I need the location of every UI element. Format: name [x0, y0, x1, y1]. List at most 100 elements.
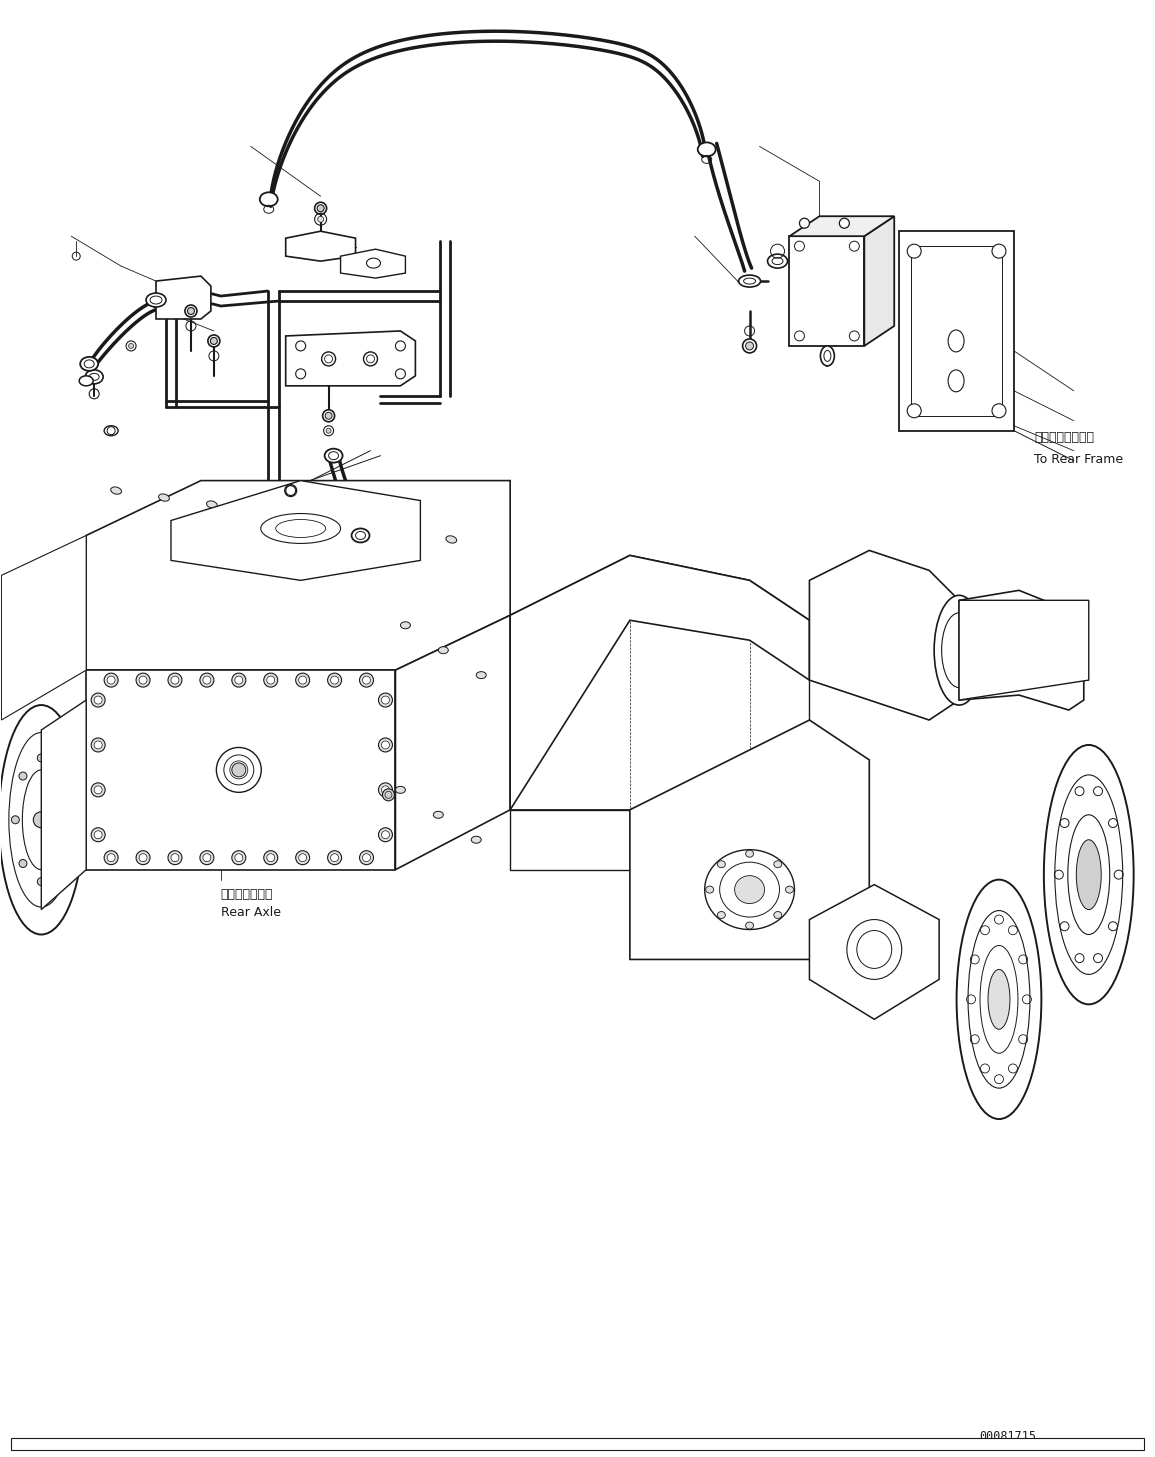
Ellipse shape [325, 412, 333, 420]
Circle shape [91, 782, 105, 797]
Circle shape [232, 673, 246, 688]
Circle shape [234, 676, 243, 685]
Ellipse shape [1076, 839, 1101, 909]
Ellipse shape [471, 836, 482, 844]
Circle shape [330, 676, 338, 685]
Polygon shape [511, 810, 629, 870]
Circle shape [296, 341, 306, 351]
Ellipse shape [64, 816, 72, 823]
Circle shape [849, 331, 859, 341]
Circle shape [200, 851, 214, 864]
Ellipse shape [158, 494, 170, 501]
Ellipse shape [366, 258, 380, 268]
Polygon shape [285, 331, 416, 386]
Circle shape [359, 673, 373, 688]
Circle shape [330, 854, 338, 861]
Ellipse shape [314, 203, 327, 214]
Polygon shape [87, 670, 395, 870]
Circle shape [359, 851, 373, 864]
Circle shape [395, 369, 405, 379]
Polygon shape [900, 232, 1014, 431]
Text: Rear Axle: Rear Axle [221, 906, 281, 918]
Circle shape [299, 676, 307, 685]
Ellipse shape [351, 529, 370, 542]
Ellipse shape [111, 487, 121, 494]
Circle shape [381, 785, 389, 794]
Circle shape [379, 828, 393, 842]
Polygon shape [864, 216, 894, 345]
Circle shape [907, 245, 922, 258]
Polygon shape [790, 236, 864, 345]
Polygon shape [285, 232, 356, 261]
Circle shape [992, 245, 1006, 258]
Ellipse shape [55, 772, 64, 779]
Circle shape [267, 854, 275, 861]
Ellipse shape [37, 753, 45, 762]
Circle shape [139, 676, 147, 685]
Circle shape [795, 331, 804, 341]
Circle shape [296, 673, 310, 688]
Ellipse shape [476, 672, 486, 679]
Circle shape [379, 739, 393, 752]
Circle shape [381, 830, 389, 839]
Circle shape [299, 854, 307, 861]
Ellipse shape [956, 880, 1042, 1119]
Ellipse shape [261, 513, 341, 543]
Circle shape [200, 673, 214, 688]
Ellipse shape [260, 192, 277, 207]
Polygon shape [42, 699, 87, 909]
Ellipse shape [146, 293, 166, 307]
Polygon shape [790, 216, 894, 236]
Polygon shape [395, 615, 511, 870]
Ellipse shape [934, 596, 984, 705]
Ellipse shape [18, 772, 27, 779]
Circle shape [139, 854, 147, 861]
Text: To Rear Frame: To Rear Frame [1034, 453, 1123, 466]
Circle shape [381, 696, 389, 704]
Circle shape [232, 851, 246, 864]
Circle shape [171, 854, 179, 861]
Ellipse shape [318, 205, 325, 211]
Ellipse shape [395, 787, 405, 794]
Text: リヤーフレームへ: リヤーフレームへ [1034, 431, 1094, 444]
Polygon shape [1, 536, 87, 720]
Circle shape [104, 673, 118, 688]
Ellipse shape [187, 307, 194, 315]
Ellipse shape [80, 357, 98, 372]
Ellipse shape [254, 508, 266, 516]
Circle shape [167, 851, 182, 864]
Polygon shape [810, 551, 959, 720]
Ellipse shape [33, 812, 50, 828]
Circle shape [203, 676, 211, 685]
Circle shape [95, 696, 102, 704]
Circle shape [285, 485, 296, 495]
Circle shape [267, 676, 275, 685]
Circle shape [363, 854, 371, 861]
Ellipse shape [303, 514, 313, 522]
Ellipse shape [207, 501, 217, 508]
Circle shape [107, 676, 116, 685]
Circle shape [95, 742, 102, 749]
Ellipse shape [446, 536, 456, 543]
Circle shape [136, 851, 150, 864]
Ellipse shape [350, 522, 360, 529]
Circle shape [381, 742, 389, 749]
Circle shape [234, 854, 243, 861]
Ellipse shape [208, 335, 219, 347]
Ellipse shape [210, 338, 217, 344]
Circle shape [171, 676, 179, 685]
Ellipse shape [746, 922, 753, 930]
Text: 00081715: 00081715 [979, 1431, 1036, 1444]
Ellipse shape [364, 353, 378, 366]
Circle shape [318, 216, 323, 223]
Circle shape [328, 851, 342, 864]
Polygon shape [959, 590, 1083, 710]
Ellipse shape [55, 860, 64, 867]
Circle shape [91, 828, 105, 842]
Ellipse shape [743, 339, 757, 353]
Circle shape [104, 851, 118, 864]
Circle shape [95, 830, 102, 839]
Circle shape [107, 854, 116, 861]
Polygon shape [629, 720, 870, 960]
Ellipse shape [322, 409, 335, 421]
